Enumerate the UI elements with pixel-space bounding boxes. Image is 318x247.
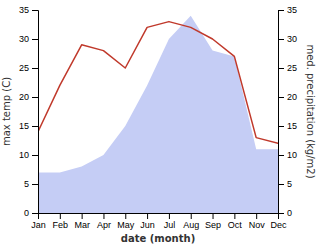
y-tick-label: 35	[19, 5, 29, 15]
y2-tick-mark	[278, 39, 284, 40]
x-tick-mark	[191, 213, 192, 219]
y-tick-label: 0	[24, 208, 29, 218]
x-tick-label: Oct	[228, 220, 243, 230]
x-tick-label: Dec	[270, 220, 287, 230]
y-tick-label: 10	[19, 150, 29, 160]
x-tick-label: Jun	[140, 220, 155, 230]
x-tick-label: Jan	[31, 220, 46, 230]
x-tick-label: Feb	[53, 220, 69, 230]
area	[38, 16, 278, 213]
y2-tick-label: 10	[287, 150, 297, 160]
x-tick-mark	[147, 213, 148, 219]
x-tick: May	[117, 213, 135, 230]
y-tick-label: 30	[19, 34, 29, 44]
y-tick: 15	[19, 121, 38, 131]
x-tick: Jul	[164, 213, 176, 230]
y-tick-mark	[32, 97, 38, 98]
chart: JanFebMarAprMayJunJulAugSepOctNovDec0510…	[0, 0, 318, 247]
x-tick: Oct	[228, 213, 243, 230]
x-tick: Mar	[74, 213, 90, 230]
x-tick-mark	[103, 213, 104, 219]
y2-tick: 35	[278, 5, 297, 15]
x-tick-label: Jul	[164, 220, 176, 230]
y-tick-label: 20	[19, 92, 29, 102]
x-tick-label: Aug	[183, 220, 199, 230]
y2-tick-label: 15	[287, 121, 297, 131]
plot-area: JanFebMarAprMayJunJulAugSepOctNovDec0510…	[19, 5, 297, 230]
y2-tick: 30	[278, 34, 297, 44]
y-tick-mark	[32, 126, 38, 127]
x-tick: Feb	[53, 213, 69, 230]
y-axis: 0 5 10 15 20 25 30 35	[19, 5, 39, 218]
x-tick-label: Mar	[74, 220, 90, 230]
y-tick: 25	[19, 63, 38, 73]
x-axis-line	[39, 214, 279, 220]
y-axis-title: max temp (C)	[1, 77, 12, 146]
y2-tick-mark	[278, 126, 284, 127]
x-tick-label: Apr	[97, 220, 111, 230]
x-axis: Jan Feb Mar Apr May Jun Jul Aug Sep Oct Nov Dec	[31, 213, 287, 230]
x-axis-title: date (month)	[121, 233, 195, 244]
y2-tick-mark	[278, 213, 284, 214]
y2-tick: 5	[278, 179, 292, 189]
y2-tick-label: 35	[287, 5, 297, 15]
y2-tick: 25	[278, 63, 297, 73]
y-tick-label: 5	[24, 179, 29, 189]
y-tick: 20	[19, 92, 38, 102]
x-tick: Sep	[205, 213, 221, 230]
y-tick-mark	[32, 184, 38, 185]
y-tick: 30	[19, 34, 38, 44]
x-tick: Jun	[140, 213, 155, 230]
y2-axis-line	[279, 11, 285, 214]
y2-axis-title: med. precipitation (kg/m2)	[305, 44, 316, 178]
x-tick: Apr	[97, 213, 111, 230]
y2-tick-mark	[278, 184, 284, 185]
y-tick: 35	[19, 5, 38, 15]
y-axis-line	[32, 11, 39, 214]
y2-tick-label: 30	[287, 34, 297, 44]
y2-tick-label: 0	[287, 208, 292, 218]
y-tick-mark	[32, 10, 38, 11]
x-tick: Jan	[31, 213, 46, 230]
x-tick-mark	[234, 213, 235, 219]
y-tick: 5	[24, 179, 38, 189]
y-tick: 10	[19, 150, 38, 160]
y2-tick-mark	[278, 10, 284, 11]
y2-tick-label: 5	[287, 179, 292, 189]
y2-tick: 20	[278, 92, 297, 102]
x-tick-mark	[125, 213, 126, 219]
x-tick-mark	[60, 213, 61, 219]
y2-tick-label: 20	[287, 92, 297, 102]
y2-tick-mark	[278, 68, 284, 69]
x-tick-label: Nov	[249, 220, 266, 230]
y2-tick: 10	[278, 150, 297, 160]
y-tick-mark	[32, 155, 38, 156]
x-tick-mark	[169, 213, 170, 219]
y2-tick-label: 25	[287, 63, 297, 73]
x-tick: Aug	[183, 213, 199, 230]
y-tick-mark	[32, 68, 38, 69]
y2-tick-mark	[278, 155, 284, 156]
y2-tick: 15	[278, 121, 297, 131]
y2-tick: 0	[278, 208, 292, 218]
y-tick-label: 15	[19, 121, 29, 131]
x-tick-mark	[256, 213, 257, 219]
x-tick-label: May	[117, 220, 135, 230]
y-tick-label: 25	[19, 63, 29, 73]
y-tick-mark	[32, 39, 38, 40]
x-tick: Nov	[249, 213, 266, 230]
marks	[38, 16, 278, 213]
x-tick-mark	[82, 213, 83, 219]
x-tick-mark	[213, 213, 214, 219]
x-tick: Dec	[270, 213, 287, 230]
y-tick-mark	[32, 213, 38, 214]
y2-tick-mark	[278, 97, 284, 98]
y-tick: 0	[24, 208, 38, 218]
y2-axis: 0 5 10 15 20 25 30 35	[278, 5, 297, 218]
x-tick-label: Sep	[205, 220, 221, 230]
line	[38, 22, 278, 144]
